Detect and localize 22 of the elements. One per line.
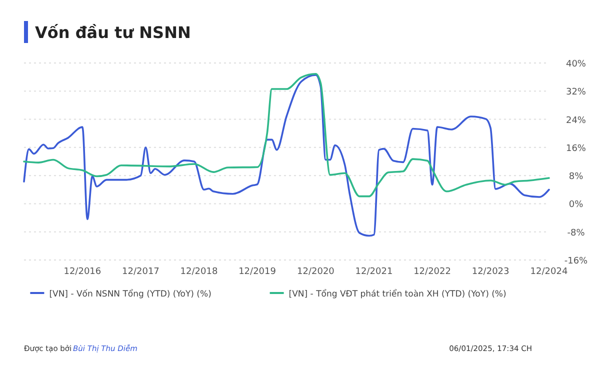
legend-label: [VN] - Tổng VĐT phát triển toàn XH (YTD) (YoY) (%)	[288, 288, 506, 300]
x-tick-label: 12/2021	[355, 267, 393, 277]
y-tick-label: 24%	[566, 116, 586, 126]
y-tick-label: 8%	[568, 172, 584, 182]
legend-label: [VN] - Vốn NSNN Tổng (YTD) (YoY) (%)	[49, 288, 212, 300]
y-tick-label: 32%	[566, 88, 586, 98]
x-tick-label: 12/2023	[472, 267, 510, 277]
y-tick-label: 16%	[566, 144, 586, 154]
line-series	[23, 74, 550, 237]
y-tick-label: 0%	[568, 200, 584, 210]
y-tick-label: -8%	[567, 228, 586, 238]
x-tick-label: 12/2020	[297, 267, 335, 277]
y-tick-label: 40%	[566, 60, 586, 70]
x-tick-label: 12/2017	[122, 267, 160, 277]
line-series	[23, 73, 550, 198]
x-tick-label: 12/2022	[414, 267, 451, 277]
chart-title: Vốn đầu tư NSNN	[35, 23, 191, 42]
y-tick-label: -16%	[564, 256, 588, 266]
x-tick-label: 12/2019	[238, 267, 276, 277]
x-tick-label: 12/2018	[180, 267, 218, 277]
x-tick-label: 12/2024	[530, 267, 568, 277]
x-tick-label: 12/2016	[64, 267, 102, 277]
